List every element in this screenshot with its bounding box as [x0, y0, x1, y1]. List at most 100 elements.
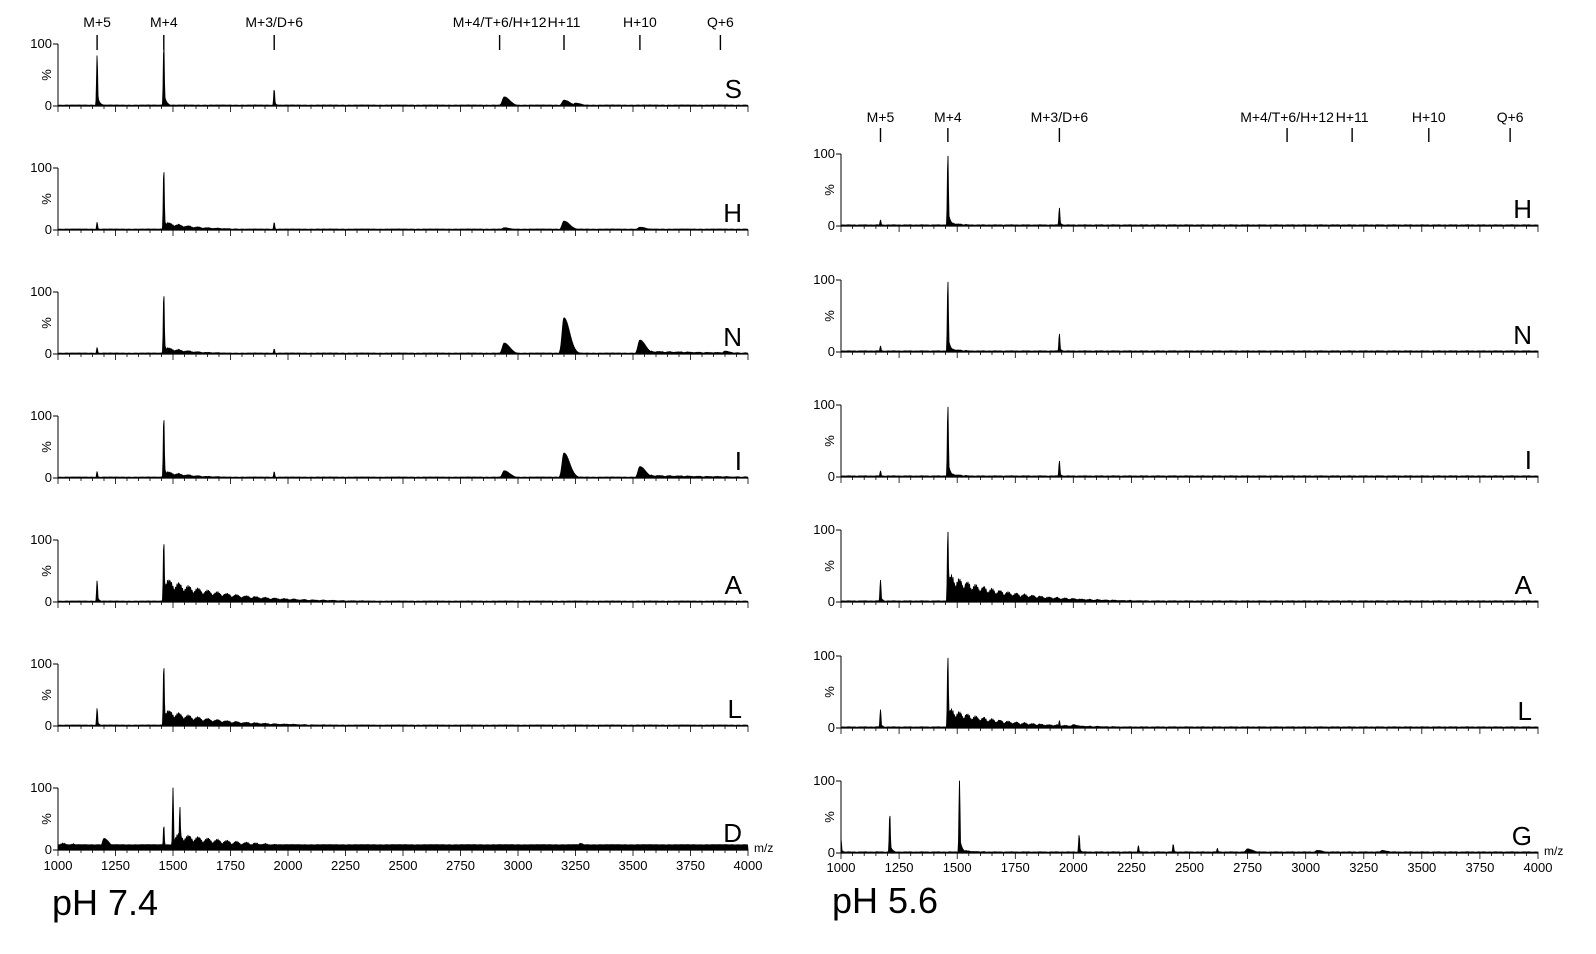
spectrum-panel-L: 100 0% L	[30, 656, 749, 733]
x-axis-ticks	[840, 352, 1539, 358]
spectrum-panel-H: 100 0% H	[813, 146, 1539, 233]
x-axis-ticks	[57, 602, 749, 608]
panel-label: I	[1525, 445, 1532, 475]
y-axis-label: %	[39, 193, 54, 205]
spectrum-panel-N: 100 0% N	[30, 284, 749, 361]
spectrum-trace-H	[57, 172, 749, 231]
y-tick-label: 0	[45, 346, 52, 361]
x-tick-label: 1000	[827, 860, 856, 875]
y-tick-label: 100	[30, 532, 52, 547]
x-tick-label: 3500	[619, 858, 648, 873]
peak-marker-label: M+5	[83, 14, 111, 30]
x-tick-label: 2500	[389, 858, 418, 873]
y-tick-label: 0	[45, 718, 52, 733]
panel-label: L	[728, 694, 742, 724]
peak-marker-label: H+10	[1412, 109, 1446, 125]
ph-label: pH 5.6	[832, 880, 938, 921]
y-tick-label: 0	[828, 845, 835, 860]
spectrum-panel-A: 100 0% A	[30, 532, 749, 609]
y-tick-label: 100	[30, 160, 52, 175]
spectrum-panel-L: 100 0% L	[813, 648, 1539, 735]
peak-marker-label: M+4/T+6/H+12	[1240, 109, 1334, 125]
spectrum-panel-H: 100 0% H	[30, 160, 749, 237]
x-tick-label: 1000	[44, 858, 73, 873]
spectrum-trace-L	[840, 657, 1539, 729]
x-axis-ticks	[840, 477, 1539, 483]
x-tick-label: 3250	[1349, 860, 1378, 875]
panel-label: I	[735, 446, 742, 476]
spectrum-panel-I: 100 0% I	[813, 397, 1539, 484]
spectrum-trace-N	[840, 281, 1539, 353]
y-axis-label: %	[39, 689, 54, 701]
spectrum-column-0: M+5 M+4 M+3/D+6 M+4/T+6/H+12 H+11 H+10 Q+61000…	[30, 14, 773, 923]
y-tick-label: 100	[813, 397, 835, 412]
spectrum-trace-G	[840, 780, 1539, 854]
spectrum-trace-H	[840, 155, 1539, 227]
spectrum-trace-D	[57, 787, 749, 851]
x-axis-ticks	[840, 728, 1539, 734]
y-tick-label: 0	[45, 594, 52, 609]
y-tick-label: 0	[45, 470, 52, 485]
spectrum-panel-N: 100 0% N	[813, 272, 1539, 359]
y-tick-label: 100	[813, 522, 835, 537]
spectrum-panel-A: 100 0% A	[813, 522, 1539, 609]
spectrum-trace-A	[840, 531, 1539, 603]
peak-marker-label: M+4	[934, 109, 962, 125]
x-tick-label: 3750	[1465, 860, 1494, 875]
y-tick-label: 0	[828, 594, 835, 609]
x-tick-label: 3000	[504, 858, 533, 873]
spectrum-trace-L	[57, 668, 749, 727]
x-unit-label: m/z	[1544, 844, 1563, 858]
y-tick-label: 100	[813, 648, 835, 663]
y-tick-label: 100	[813, 773, 835, 788]
x-tick-label: 3000	[1291, 860, 1320, 875]
x-tick-label: 2000	[1059, 860, 1088, 875]
x-tick-label: 2250	[1117, 860, 1146, 875]
x-tick-label: 2500	[1175, 860, 1204, 875]
spectrum-column-1: M+5 M+4 M+3/D+6 M+4/T+6/H+12 H+11 H+10 Q+61000…	[813, 109, 1563, 921]
x-axis-ticks	[57, 230, 749, 236]
peak-marker-label: Q+6	[707, 14, 734, 30]
peak-marker-label: H+10	[623, 14, 657, 30]
panel-label: H	[723, 198, 742, 228]
x-tick-label: 3250	[561, 858, 590, 873]
y-axis-label: %	[39, 317, 54, 329]
x-axis-ticks	[57, 478, 749, 484]
peak-marker-label: M+5	[867, 109, 895, 125]
panel-label: A	[725, 570, 743, 600]
y-tick-label: 0	[828, 218, 835, 233]
y-tick-label: 100	[30, 780, 52, 795]
y-axis-label: %	[822, 310, 837, 322]
y-axis-label: %	[39, 813, 54, 825]
x-tick-label: 3750	[676, 858, 705, 873]
y-tick-label: 100	[30, 36, 52, 51]
y-axis-label: %	[822, 560, 837, 572]
y-axis-label: %	[822, 435, 837, 447]
peak-marker-label: M+4/T+6/H+12	[453, 14, 547, 30]
x-axis-ticks	[57, 850, 749, 856]
peak-marker-label: M+3/D+6	[245, 14, 303, 30]
spectrum-trace-N	[57, 296, 749, 355]
y-axis-label: %	[822, 811, 837, 823]
panel-label: G	[1512, 821, 1532, 851]
y-axis-label: %	[39, 441, 54, 453]
x-tick-label: 1250	[885, 860, 914, 875]
y-tick-label: 100	[30, 656, 52, 671]
x-tick-label: 1500	[943, 860, 972, 875]
y-tick-label: 0	[828, 344, 835, 359]
x-tick-label: 2250	[331, 858, 360, 873]
panel-label: H	[1513, 194, 1532, 224]
x-tick-label: 1750	[1001, 860, 1030, 875]
y-tick-label: 0	[45, 98, 52, 113]
x-axis-ticks	[57, 354, 749, 360]
x-tick-label: 3500	[1407, 860, 1436, 875]
y-axis-label: %	[822, 184, 837, 196]
peak-marker-label: H+11	[548, 14, 581, 30]
y-axis-label: %	[39, 69, 54, 81]
panel-label: N	[723, 322, 742, 352]
x-tick-label: 2750	[446, 858, 475, 873]
spectrum-panel-S: 100 0% S	[30, 36, 749, 113]
x-tick-label: 1250	[101, 858, 130, 873]
